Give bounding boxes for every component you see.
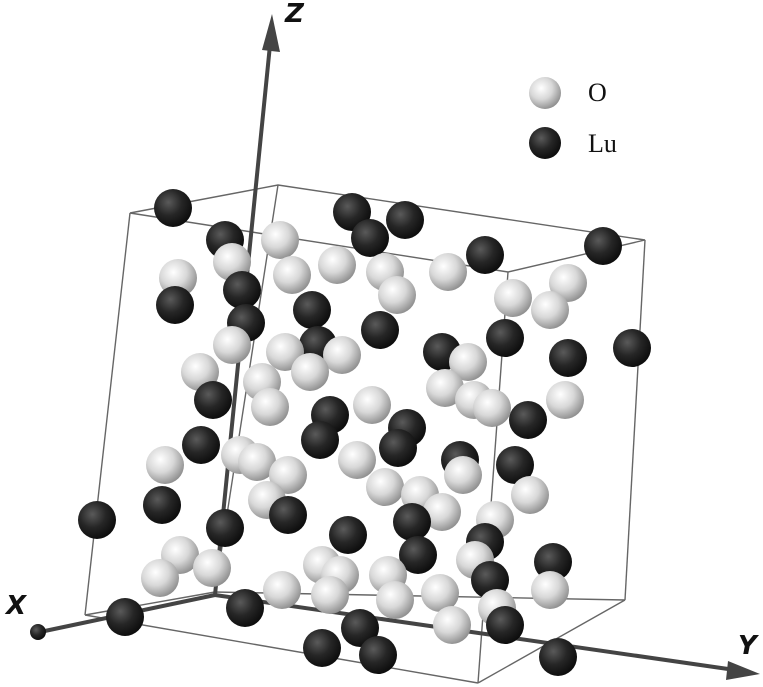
o-atom [323,336,361,374]
o-atom [473,389,511,427]
lu-atom [361,311,399,349]
lu-atom [613,329,651,367]
cell-edge [85,213,130,615]
lu-atom [154,189,192,227]
legend-label: O [588,78,607,107]
o-atom [494,279,532,317]
lu-atom [143,486,181,524]
lu-atom [156,286,194,324]
lu-atom [226,589,264,627]
o-atom [429,253,467,291]
o-atom [433,606,471,644]
o-atom [531,571,569,609]
o-atom [444,456,482,494]
lu-atom [269,496,307,534]
o-atom [311,576,349,614]
lu-atom [301,421,339,459]
lu-atom [303,629,341,667]
y-label: Y [738,631,760,661]
o-atom [376,581,414,619]
lu-atom [206,509,244,547]
o-atom [318,246,356,284]
y-arrow [726,661,760,680]
o-atom [263,571,301,609]
lu-atom [549,339,587,377]
lu-atom [293,291,331,329]
x-label: X [4,591,28,621]
atoms [78,189,651,676]
lu-atom [466,236,504,274]
unit-cell [85,185,645,683]
z-arrow [262,14,280,52]
lu-atom [486,319,524,357]
o-atom [378,276,416,314]
cell-edge [85,592,215,615]
lu-atom [359,636,397,674]
o-atom [261,221,299,259]
o-atom [146,446,184,484]
o-atom [273,256,311,294]
legend-swatch [529,127,561,159]
o-atom [511,476,549,514]
lu-atom [486,606,524,644]
o-atom [366,468,404,506]
lu-atom [386,201,424,239]
lu-atom [379,429,417,467]
o-atom [338,441,376,479]
lu-atom [351,219,389,257]
lu-atom [329,516,367,554]
lu-atom [223,271,261,309]
lu-atom [182,426,220,464]
y-axis [215,595,735,670]
legend-label: Lu [588,129,617,158]
lu-atom [539,638,577,676]
x-axis-end [30,624,46,640]
o-atom [546,381,584,419]
legend-swatch [529,77,561,109]
o-atom [193,549,231,587]
o-atom [531,291,569,329]
structure-diagram: Z X Y O Lu [0,0,763,687]
o-atom [353,386,391,424]
o-atom [141,559,179,597]
o-atom [291,353,329,391]
o-atom [251,388,289,426]
lu-atom [194,381,232,419]
o-atom [213,326,251,364]
lu-atom [106,598,144,636]
cell-edge [625,240,645,600]
lu-atom [509,401,547,439]
lu-atom [78,501,116,539]
lu-atom [393,503,431,541]
lu-atom [584,227,622,265]
z-label: Z [284,0,305,29]
